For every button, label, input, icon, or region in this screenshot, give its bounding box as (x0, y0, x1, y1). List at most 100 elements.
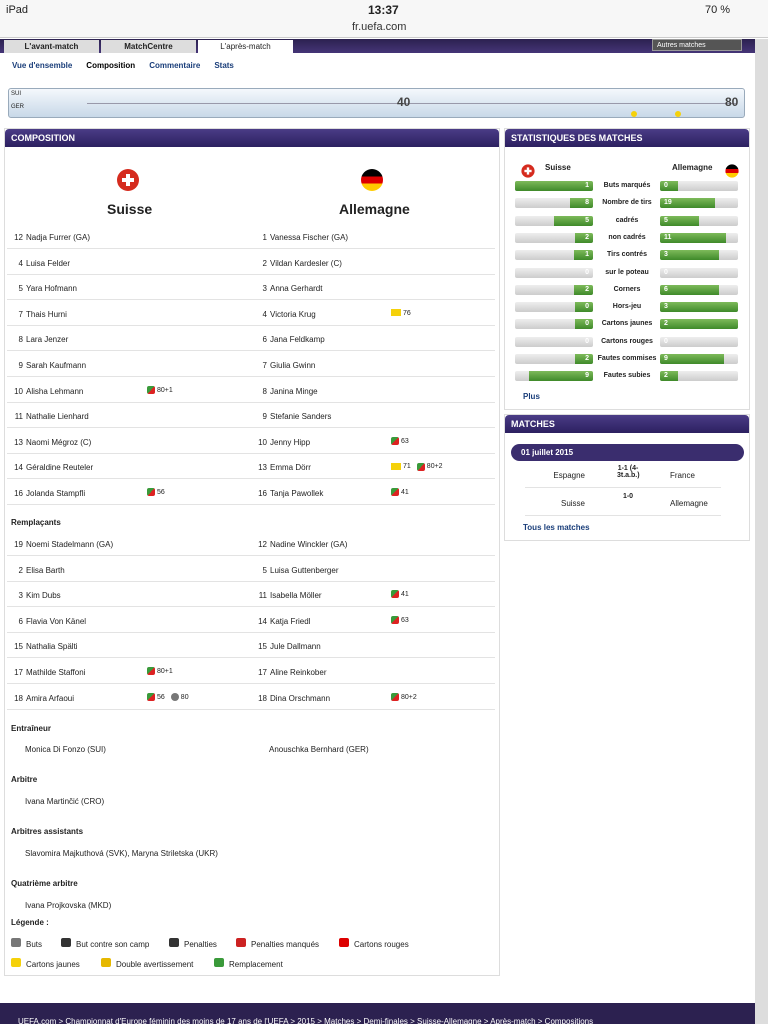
event-time: 80 (180, 693, 189, 701)
player-name: Vildan Kardesler (C) (270, 258, 342, 268)
player-events: 41 (391, 589, 415, 599)
breadcrumb: UEFA.com > Championnat d'Europe féminin … (0, 1003, 755, 1026)
all-matches-link[interactable]: Tous les matches (523, 523, 590, 532)
row-divider (7, 350, 495, 352)
flag (521, 164, 535, 178)
stat-fill (529, 371, 593, 382)
stat-fill (515, 181, 593, 191)
row-divider (7, 606, 495, 608)
player-name: Nadine Winckler (GA) (270, 540, 348, 549)
event: 80+1 (147, 385, 173, 394)
player-name: Jenny Hipp (270, 437, 311, 447)
stat-bar: 2 (660, 319, 738, 330)
subnav-link[interactable]: Commentaire (149, 61, 201, 70)
stat-value: 1 (585, 251, 589, 259)
row-divider (7, 452, 495, 454)
player-name: Amira Arfaoui (26, 693, 75, 703)
full-time: 80 (725, 95, 739, 109)
shirt-number: 7 (18, 309, 23, 319)
match-home: Espagne (553, 471, 585, 480)
stat-bar: 0 (660, 267, 738, 278)
shirt-number: 18 (14, 693, 23, 703)
stat-value: 19 (664, 199, 672, 207)
player-name: Nadja Furrer (GA) (26, 233, 91, 242)
flag (117, 169, 139, 191)
shirt-number: 5 (18, 284, 23, 294)
row-divider (7, 657, 495, 659)
match-home: Suisse (560, 499, 585, 508)
stats-panel: STATISTIQUES DES MATCHES Suisse Allemagne… (504, 128, 750, 410)
event: 71 (391, 463, 411, 470)
more-link[interactable]: Plus (523, 392, 540, 401)
row-divider (7, 555, 495, 556)
section-title: Arbitres assistants (11, 827, 84, 836)
row-divider (7, 478, 495, 480)
legend-label: Cartons jaunes (26, 960, 80, 969)
stat-fill (660, 198, 715, 209)
stat-value: 0 (585, 268, 589, 276)
event: 80+2 (416, 462, 443, 471)
timeline-away: GER (11, 104, 25, 110)
stat-label: Buts marqués (603, 182, 651, 189)
stat-fill (573, 250, 593, 261)
player-name: Géraldine Reuteler (26, 463, 94, 473)
stat-value: 1 (585, 182, 589, 189)
stat-label: Cartons jaunes (601, 320, 653, 328)
shirt-number: 11 (14, 412, 23, 422)
flag (725, 164, 739, 178)
player-name: Katja Friedl (270, 616, 311, 626)
player-events: 63 (391, 615, 415, 624)
event-icon (391, 590, 399, 599)
stat-bar: 0 (515, 319, 593, 330)
player-name: Nathalia Spälti (26, 642, 78, 652)
row-divider (7, 324, 495, 326)
date-bar[interactable]: 01 juillet 2015 (511, 444, 744, 461)
event: 80 (170, 692, 189, 701)
player-name: Alisha Lehmann (26, 386, 84, 396)
matches-panel: MATCHES 01 juillet 2015 Espagne 1-1 (4-3t… (504, 414, 750, 541)
player-events: 41 (391, 487, 415, 497)
shirt-number: 19 (14, 540, 23, 549)
event: 63 (391, 615, 409, 624)
url[interactable]: fr.uefa.com (352, 21, 407, 33)
timeline-line (87, 103, 737, 104)
event: 56 (147, 488, 165, 497)
player-name: Dina Orschmann (270, 693, 331, 703)
tab[interactable]: L'avant-match (4, 40, 99, 53)
legend-label: Cartons rouges (354, 940, 409, 949)
event-icon (147, 667, 155, 676)
stat-bar: 0 (660, 181, 738, 191)
subnav-link[interactable]: Vue d'ensemble (12, 61, 73, 70)
clock: 13:37 (368, 3, 399, 17)
stat-bar: 5 (515, 215, 593, 226)
flag (361, 169, 383, 191)
legend-label: Double avertissement (116, 960, 194, 969)
event-time: 80+2 (426, 463, 443, 471)
scrollbar (755, 39, 768, 1024)
stat-value: 2 (585, 233, 589, 241)
row-divider (525, 515, 721, 516)
tab[interactable]: L'après-match (198, 40, 293, 53)
player-events: 63 (391, 436, 415, 445)
stat-label: non cadrés (608, 233, 646, 241)
stat-label: Fautes commises (597, 355, 657, 362)
match-away: France (670, 471, 695, 480)
event-icon (391, 692, 399, 701)
subnav-link[interactable]: Stats (214, 61, 234, 70)
player-events: 76 (391, 308, 417, 317)
stat-value: 0 (664, 268, 668, 276)
shirt-number: 4 (262, 309, 267, 319)
shirt-number: 16 (258, 489, 267, 498)
stat-value: 0 (585, 303, 589, 311)
event-icon (147, 488, 155, 497)
stat-label: Fautes subies (603, 372, 651, 380)
legend-label: Remplacement (229, 960, 283, 969)
event-time: 80+1 (157, 386, 173, 394)
shirt-number: 6 (262, 335, 267, 345)
subnav-link[interactable]: Composition (86, 61, 136, 70)
player-name: Luisa Felder (26, 258, 71, 268)
other-matches[interactable]: Autres matches (652, 39, 742, 51)
stat-value: 0 (585, 337, 589, 345)
tab[interactable]: MatchCentre (101, 40, 196, 53)
team-name: Allemagne (672, 163, 713, 172)
